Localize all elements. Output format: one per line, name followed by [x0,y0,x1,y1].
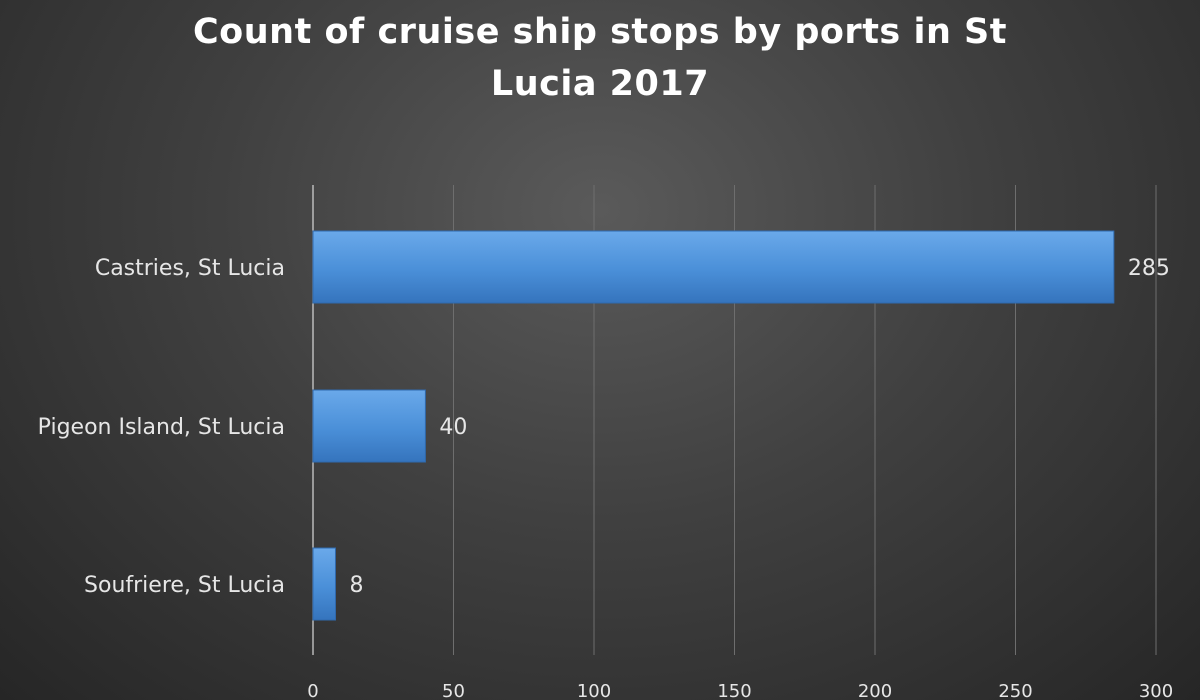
chart-title-line-2: Lucia 2017 [490,64,710,104]
x-tick-label-150: 150 [717,681,751,700]
bar-2 [312,547,336,621]
x-axis-tick-labels: 0 50 100 150 200 250 300 [307,681,1173,700]
data-label-1: 40 [439,415,467,440]
bars [312,230,1115,621]
category-label-0: Castries, St Lucia [95,256,285,281]
x-tick-label-0: 0 [307,681,318,700]
category-labels: Castries, St Lucia Pigeon Island, St Luci… [38,256,285,598]
data-label-2: 8 [349,573,363,598]
x-tick-label-100: 100 [577,681,611,700]
chart-title: Count of cruise ship stops by ports in S… [0,6,1200,110]
x-tick-label-300: 300 [1139,681,1173,700]
bar-1 [312,389,426,463]
category-label-1: Pigeon Island, St Lucia [38,415,285,440]
data-label-0: 285 [1128,256,1170,281]
chart-title-line-1: Count of cruise ship stops by ports in S… [193,12,1007,52]
x-tick-label-200: 200 [858,681,892,700]
category-label-2: Soufriere, St Lucia [84,573,285,598]
x-tick-label-250: 250 [998,681,1032,700]
data-labels: 285 40 8 [349,256,1169,598]
x-tick-label-50: 50 [442,681,465,700]
bar-0 [312,230,1115,304]
